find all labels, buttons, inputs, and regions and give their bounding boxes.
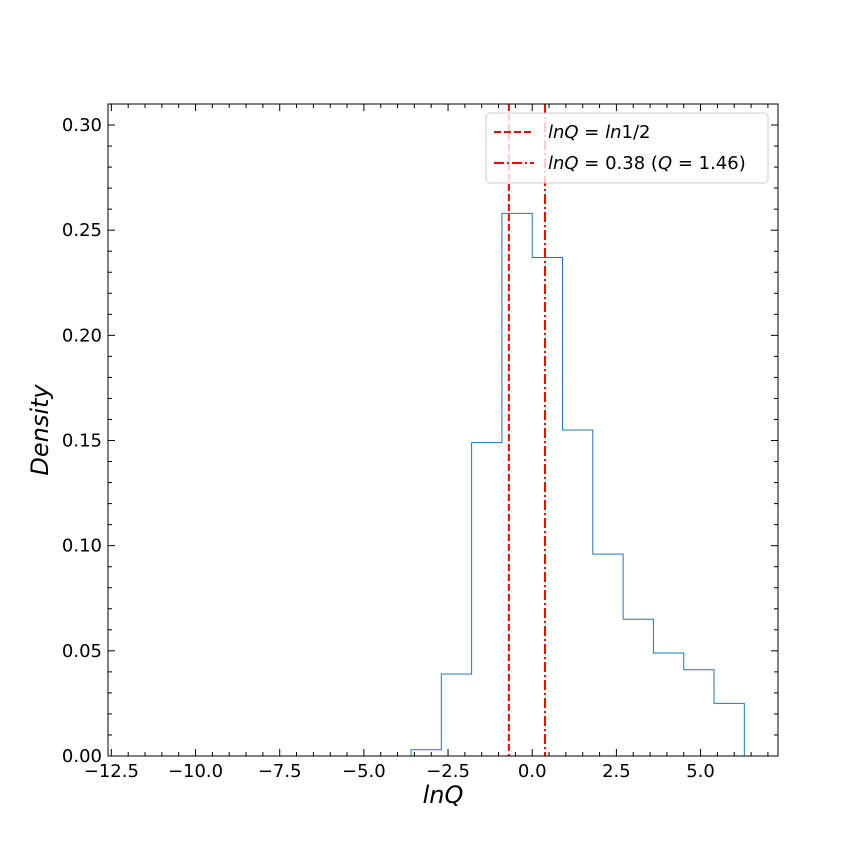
x-tick-label: 0.0 bbox=[518, 761, 547, 782]
legend-label-part: Q bbox=[658, 153, 672, 174]
legend-label-part: = 1.46) bbox=[672, 153, 746, 174]
legend-label-part: ln bbox=[605, 122, 621, 143]
x-tick-label: 2.5 bbox=[602, 761, 631, 782]
x-axis-label: lnQ bbox=[423, 781, 464, 809]
y-tick-label: 0.30 bbox=[62, 115, 102, 136]
x-tick-label: 5.0 bbox=[686, 761, 715, 782]
x-tick-label: −7.5 bbox=[258, 761, 302, 782]
legend-label-part: = 0.38 ( bbox=[579, 153, 658, 174]
y-tick-label: 0.00 bbox=[62, 746, 102, 767]
axes-border bbox=[107, 103, 779, 757]
y-axis-label: Density bbox=[26, 384, 54, 476]
y-tick-label: 0.05 bbox=[62, 641, 102, 662]
x-tick-label: −12.5 bbox=[84, 761, 139, 782]
x-tick-label: −5.0 bbox=[342, 761, 386, 782]
histogram-outline bbox=[410, 212, 745, 756]
histogram-bin-5 bbox=[563, 430, 593, 756]
histogram-bin-9 bbox=[684, 670, 714, 756]
ticks-layer: −12.5 −10.0 −7.5 −5.0 −2.5 0.0 2.5 5.0 0.00 0.05 0… bbox=[62, 104, 778, 782]
axes-frame bbox=[107, 103, 779, 757]
histogram-bin-7 bbox=[623, 619, 653, 756]
y-tick-label: 0.15 bbox=[62, 431, 102, 452]
histogram-bin-3 bbox=[502, 213, 532, 756]
legend-box bbox=[485, 112, 769, 184]
histogram-bin-4 bbox=[532, 258, 562, 756]
legend-label-1: lnQ = 0.38 (Q = 1.46) bbox=[548, 153, 746, 174]
histogram-bin-1 bbox=[441, 674, 471, 756]
legend-label-part: 1/2 bbox=[622, 122, 651, 143]
histogram-bin-0 bbox=[411, 750, 441, 756]
y-tick-label: 0.25 bbox=[62, 220, 102, 241]
histogram-bin-6 bbox=[593, 554, 623, 756]
legend-label-part: lnQ bbox=[548, 122, 579, 143]
histogram-bin-10 bbox=[714, 703, 744, 756]
x-tick-label: −10.0 bbox=[168, 761, 223, 782]
legend-label-part: lnQ bbox=[548, 153, 579, 174]
y-tick-label: 0.20 bbox=[62, 325, 102, 346]
reference-lines-layer bbox=[507, 104, 547, 756]
histogram-bin-8 bbox=[653, 653, 683, 756]
x-tick-label: −2.5 bbox=[426, 761, 470, 782]
y-tick-label: 0.10 bbox=[62, 536, 102, 557]
legend-label-part: = bbox=[579, 122, 606, 143]
legend-label-0: lnQ = ln1/2 bbox=[548, 122, 651, 143]
histogram-bin-2 bbox=[472, 443, 502, 756]
histogram-layer bbox=[410, 212, 745, 756]
